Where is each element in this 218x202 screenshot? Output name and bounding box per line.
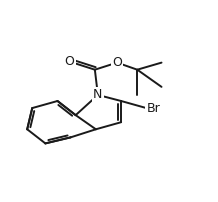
Text: O: O xyxy=(65,55,75,68)
Text: O: O xyxy=(112,56,122,69)
Text: Br: Br xyxy=(146,102,160,115)
Text: N: N xyxy=(93,88,103,101)
